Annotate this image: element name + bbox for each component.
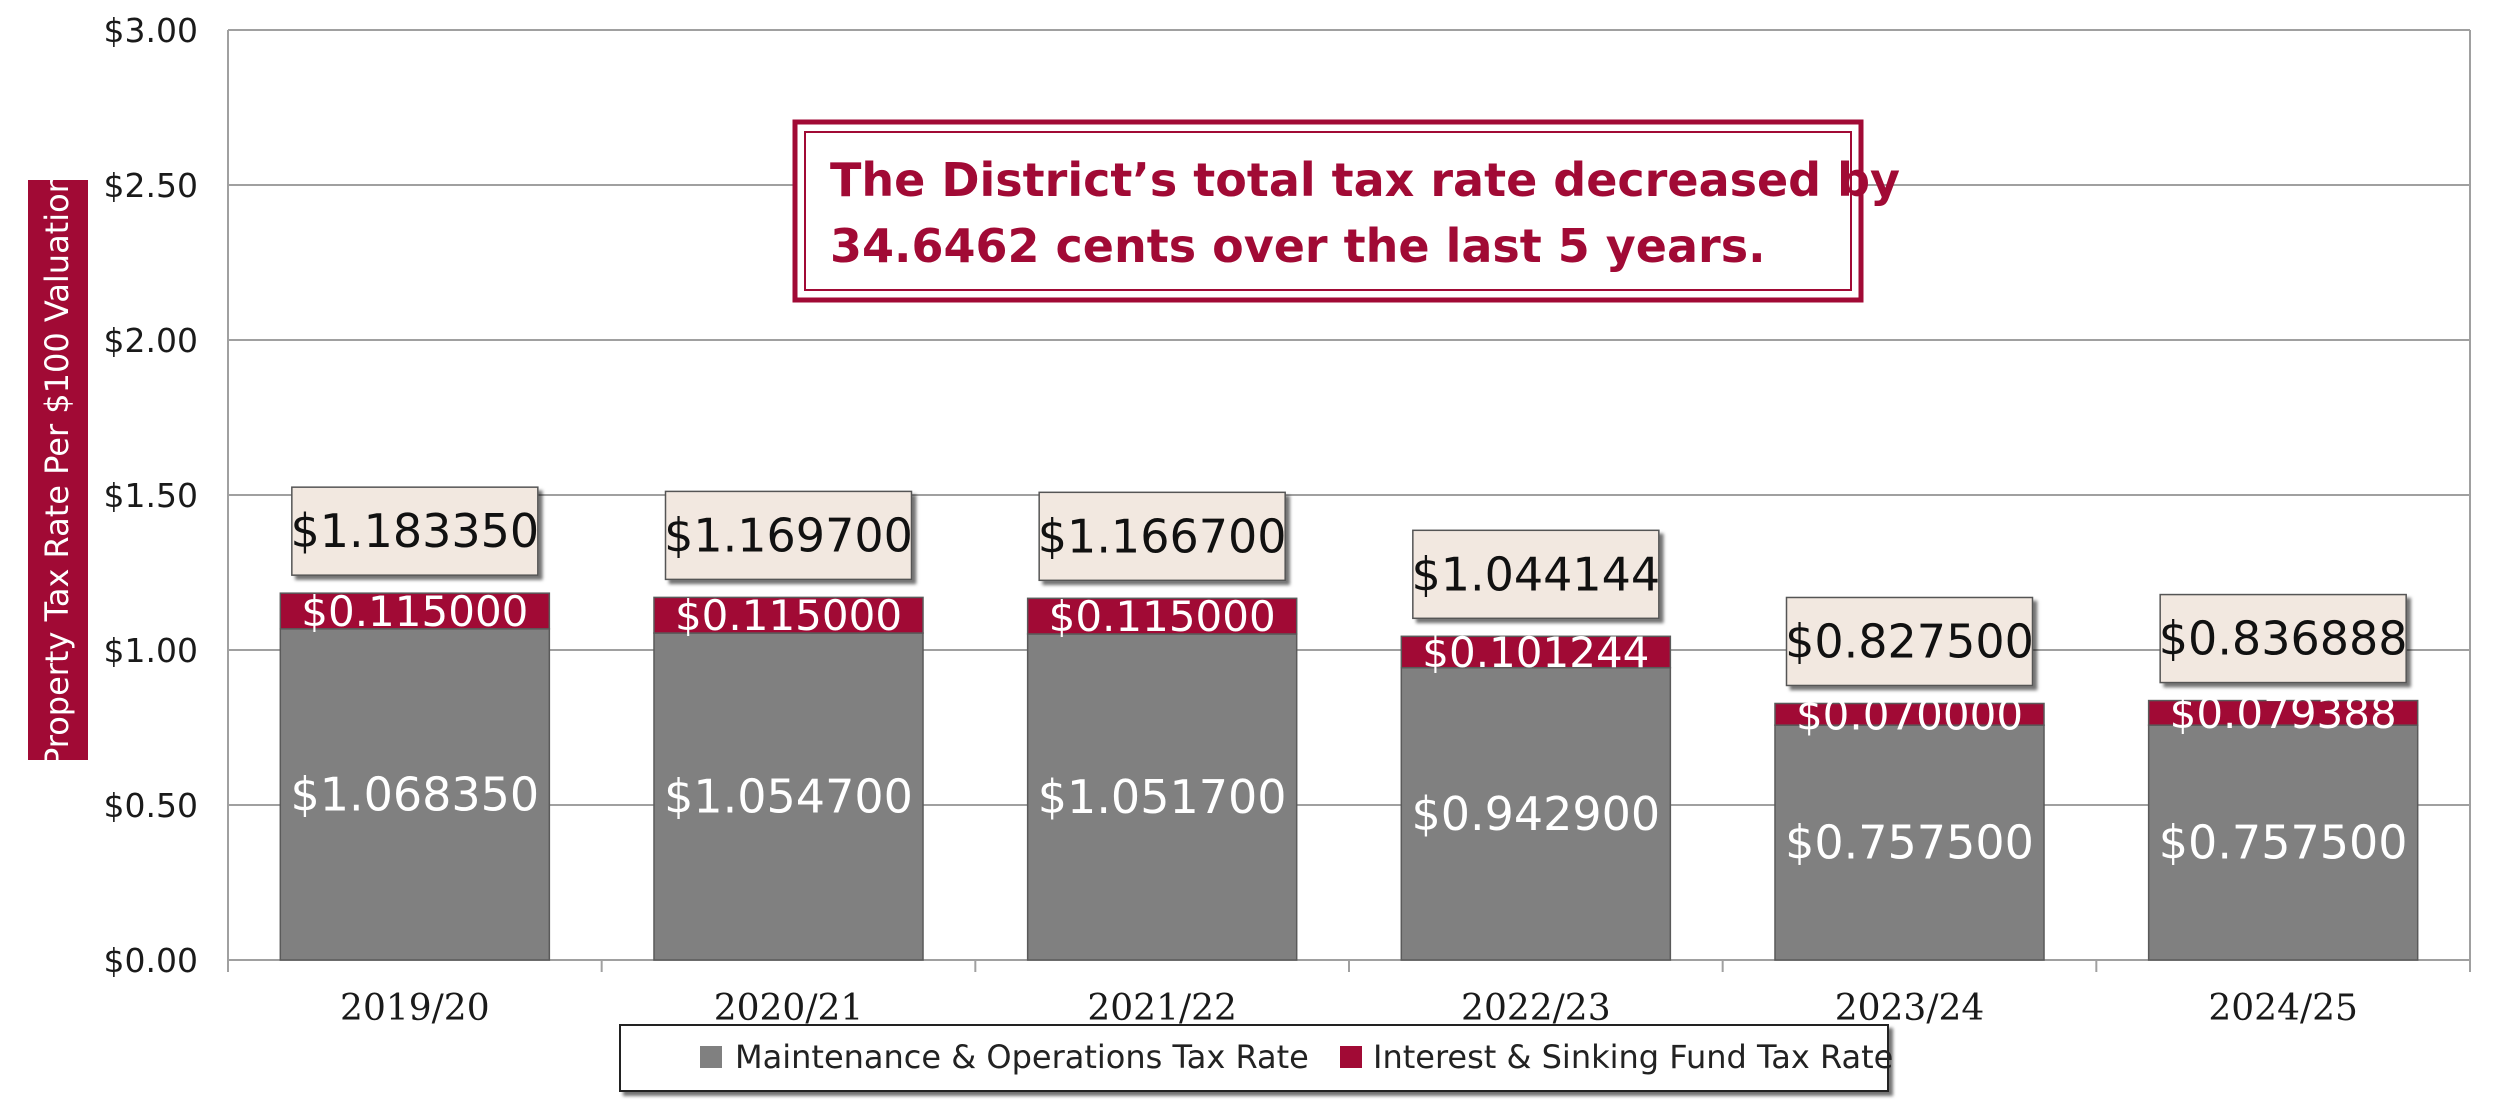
y-tick-label: $3.00 — [104, 11, 198, 50]
total-label: $1.044144 — [1411, 547, 1660, 601]
x-category-label: 2021/22 — [1087, 988, 1237, 1029]
bar-is-segment — [1026, 597, 1298, 635]
bar-is-label: $0.079388 — [2170, 689, 2397, 738]
bar-is-segment — [279, 592, 551, 630]
bar-is-segment — [2147, 699, 2419, 726]
bar-is-label: $0.115000 — [1049, 592, 1276, 641]
bar-is-label: $0.101244 — [1422, 628, 1649, 677]
y-tick-label: $0.50 — [104, 786, 198, 825]
callout-annotation: The District’s total tax rate decreased … — [792, 119, 1900, 303]
total-label: $1.169700 — [664, 508, 913, 562]
total-label-box — [2159, 593, 2407, 684]
bar-mo-segment — [653, 632, 924, 961]
bar-is-segment — [1774, 702, 2045, 726]
bar-mo-label: $1.068350 — [290, 767, 539, 821]
bar-mo-label: $0.757500 — [1785, 816, 2034, 870]
legend-swatch-is — [1340, 1046, 1362, 1068]
total-label: $0.827500 — [1785, 614, 2034, 668]
legend-box — [619, 1024, 1889, 1092]
total-label: $1.166700 — [1038, 509, 1287, 563]
total-label: $0.836888 — [2159, 612, 2408, 666]
y-tick-label: $2.00 — [104, 321, 198, 360]
bars: $1.068350 $0.115000 $1.183350 $1.054700 $0.1… — [279, 486, 2419, 961]
bar-is-segment — [1400, 635, 1672, 669]
y-tick-label: $0.00 — [104, 941, 198, 980]
legend-swatch-mo — [700, 1046, 722, 1068]
y-axis-ticks: $0.00 $0.50 $1.00 $1.50 $2.00 $2.50 $3.00 — [104, 11, 198, 980]
y-tick-label: $1.50 — [104, 476, 198, 515]
legend: Maintenance & Operations Tax Rate Intere… — [619, 1024, 1893, 1092]
bar-mo-segment — [1774, 724, 2045, 961]
x-category-label: 2024/25 — [2208, 988, 2358, 1029]
callout-outer-border — [792, 119, 1864, 303]
bar-mo-segment — [1026, 633, 1298, 961]
x-category-label: 2020/21 — [714, 988, 864, 1029]
total-label-box — [1038, 491, 1286, 582]
bar-mo-label: $1.054700 — [664, 770, 913, 824]
total-label-box — [1785, 596, 2034, 687]
total-label-box — [664, 490, 913, 581]
total-label: $1.183350 — [290, 504, 539, 558]
y-axis-label: Property Tax Rate Per $100 Valuation — [28, 173, 88, 767]
bar-is-segment — [653, 596, 924, 634]
bar-is-label: $0.115000 — [675, 591, 902, 640]
x-category-label: 2022/23 — [1461, 988, 1611, 1029]
bar-mo-segment — [279, 628, 551, 961]
total-label-box — [291, 486, 539, 576]
legend-label-mo: Maintenance & Operations Tax Rate — [735, 1038, 1309, 1076]
bar-mo-label: $1.051700 — [1038, 770, 1287, 824]
y-axis-label-background — [28, 180, 88, 760]
bar-is-label: $0.070000 — [1796, 690, 2023, 739]
y-axis-label-text: Property Tax Rate Per $100 Valuation — [38, 173, 76, 767]
callout-line-2: 34.6462 cents over the last 5 years. — [830, 219, 1766, 273]
x-category-label: 2023/24 — [1835, 988, 1985, 1029]
x-category-label: 2019/20 — [340, 988, 490, 1029]
bar-is-label: $0.115000 — [301, 587, 528, 636]
callout-line-1: The District’s total tax rate decreased … — [830, 153, 1900, 207]
bar-mo-label: $0.942900 — [1411, 787, 1660, 841]
x-axis-categories: 2019/20 2020/21 2021/22 2022/23 2023/24 2024/… — [340, 988, 2358, 1029]
plot-frame — [227, 30, 2471, 972]
bar-mo-segment — [1400, 666, 1672, 961]
total-label-box — [1412, 529, 1660, 620]
y-tick-label: $2.50 — [104, 166, 198, 205]
legend-label-is: Interest & Sinking Fund Tax Rate — [1373, 1038, 1893, 1076]
y-tick-label: $1.00 — [104, 631, 198, 670]
callout-inner-border — [804, 131, 1852, 291]
bar-mo-label: $0.757500 — [2159, 816, 2408, 870]
